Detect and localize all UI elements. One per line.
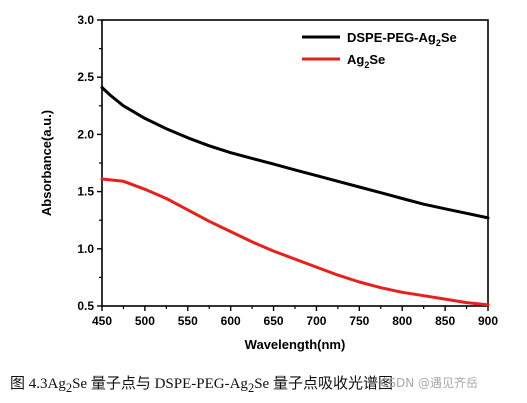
y-tick-label: 0.5	[77, 299, 94, 313]
y-tick-label: 1.0	[77, 242, 94, 256]
series-line-2	[100, 177, 490, 307]
x-axis-ticks: 450 500 550 600 650 700 750 800 850 900	[92, 306, 498, 328]
y-axis-ticks: 0.5 1.0 1.5 2.0 2.5 3.0	[77, 13, 102, 313]
x-tick-label: 550	[178, 314, 198, 328]
x-axis-title: Wavelength(nm)	[245, 337, 346, 352]
absorbance-chart: 0.5 1.0 1.5 2.0 2.5 3.0 450 500 550 600 650 700 750…	[39, 13, 498, 352]
legend-label-2: Ag2Se	[347, 52, 385, 70]
y-tick-label: 3.0	[77, 13, 94, 27]
y-axis-title: Absorbance(a.u.)	[39, 110, 54, 216]
figure-caption: 图 4.3Ag2Se 量子点与 DSPE-PEG-Ag2Se 量子点吸收光谱图	[10, 372, 510, 396]
x-tick-label: 750	[349, 314, 369, 328]
y-tick-label: 1.5	[77, 185, 94, 199]
x-tick-label: 800	[392, 314, 412, 328]
legend-label-1: DSPE-PEG-Ag2Se	[347, 30, 457, 48]
caption-sub-2: 2	[247, 381, 255, 395]
x-tick-label: 700	[306, 314, 326, 328]
y-tick-label: 2.5	[77, 70, 94, 84]
x-tick-label: 650	[264, 314, 284, 328]
caption-suffix: Se 量子点吸收光谱图	[254, 376, 393, 392]
x-tick-label: 500	[135, 314, 155, 328]
x-tick-label: 900	[478, 314, 498, 328]
watermark: CSDN @遇见齐岳	[380, 376, 479, 390]
x-tick-label: 600	[221, 314, 241, 328]
series-layer	[100, 86, 490, 307]
y-tick-label: 2.0	[77, 127, 94, 141]
plot-frame	[101, 19, 489, 307]
caption-prefix: 图 4.3Ag	[10, 376, 66, 392]
legend: DSPE-PEG-Ag2Se Ag2Se	[302, 30, 457, 70]
caption-mid: Se 量子点与 DSPE-PEG-Ag	[72, 376, 248, 392]
x-tick-label: 850	[435, 314, 455, 328]
x-tick-label: 450	[92, 314, 112, 328]
caption-sub-1: 2	[65, 381, 73, 395]
series-line-1	[100, 86, 490, 220]
plot-border	[101, 19, 489, 307]
